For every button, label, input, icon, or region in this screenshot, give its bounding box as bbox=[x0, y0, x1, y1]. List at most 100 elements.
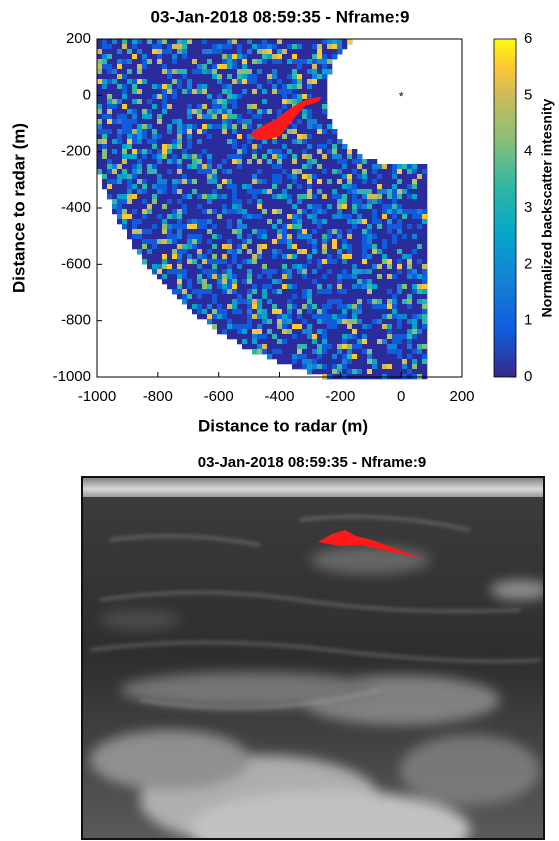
radar-speckle bbox=[312, 349, 317, 354]
radar-cell bbox=[412, 219, 417, 224]
radar-speckle bbox=[202, 259, 207, 264]
radar-speckle bbox=[417, 289, 422, 294]
radar-cell bbox=[327, 209, 332, 214]
radar-cell bbox=[352, 279, 357, 284]
radar-speckle bbox=[357, 204, 362, 209]
radar-cell bbox=[377, 329, 382, 334]
radar-speckle bbox=[412, 364, 417, 369]
radar-cell bbox=[337, 334, 342, 339]
radar-speckle bbox=[117, 84, 122, 89]
radar-cell bbox=[317, 119, 322, 124]
radar-speckle bbox=[312, 279, 317, 284]
radar-cell bbox=[312, 309, 317, 314]
radar-cell bbox=[422, 329, 427, 334]
radar-cell bbox=[282, 164, 287, 169]
radar-cell bbox=[142, 219, 147, 224]
radar-cell bbox=[157, 109, 162, 114]
radar-speckle bbox=[177, 159, 182, 164]
radar-cell bbox=[187, 264, 192, 269]
radar-speckle bbox=[127, 134, 132, 139]
radar-cell bbox=[412, 309, 417, 314]
radar-speckle bbox=[367, 349, 372, 354]
radar-speckle bbox=[342, 194, 347, 199]
radar-cell bbox=[147, 184, 152, 189]
radar-cell bbox=[152, 89, 157, 94]
radar-cell bbox=[237, 144, 242, 149]
radar-speckle bbox=[162, 149, 167, 154]
radar-cell bbox=[242, 304, 247, 309]
radar-cell bbox=[302, 189, 307, 194]
radar-cell bbox=[257, 149, 262, 154]
radar-speckle bbox=[302, 59, 307, 64]
radar-cell bbox=[177, 59, 182, 64]
radar-speckle bbox=[422, 284, 427, 289]
radar-speckle bbox=[247, 294, 252, 299]
radar-speckle bbox=[197, 164, 202, 169]
radar-speckle bbox=[172, 69, 177, 74]
radar-speckle bbox=[412, 274, 417, 279]
radar-speckle bbox=[302, 249, 307, 254]
radar-speckle bbox=[237, 119, 242, 124]
radar-cell bbox=[247, 229, 252, 234]
radar-speckle bbox=[332, 194, 337, 199]
radar-speckle bbox=[162, 49, 167, 54]
radar-speckle bbox=[232, 309, 237, 314]
radar-speckle bbox=[317, 164, 322, 169]
radar-cell bbox=[307, 64, 312, 69]
radar-cell bbox=[402, 219, 407, 224]
radar-speckle bbox=[137, 249, 142, 254]
radar-cell bbox=[347, 329, 352, 334]
radar-speckle bbox=[207, 229, 212, 234]
radar-cell bbox=[287, 179, 292, 184]
radar-cell bbox=[367, 309, 372, 314]
radar-cell bbox=[237, 194, 242, 199]
radar-cell bbox=[252, 324, 257, 329]
radar-cell bbox=[267, 309, 272, 314]
radar-cell bbox=[167, 194, 172, 199]
radar-cell bbox=[237, 84, 242, 89]
radar-speckle bbox=[307, 299, 312, 304]
radar-cell bbox=[172, 259, 177, 264]
radar-cell bbox=[242, 129, 247, 134]
radar-cell bbox=[222, 214, 227, 219]
radar-speckle bbox=[212, 274, 217, 279]
radar-cell bbox=[392, 354, 397, 359]
radar-speckle bbox=[272, 74, 277, 79]
radar-cell bbox=[312, 199, 317, 204]
radar-speckle bbox=[192, 244, 197, 249]
radar-speckle bbox=[327, 69, 332, 74]
radar-cell bbox=[317, 114, 322, 119]
radar-cell bbox=[172, 134, 177, 139]
radar-speckle bbox=[167, 214, 172, 219]
radar-speckle bbox=[327, 39, 332, 44]
radar-speckle bbox=[347, 189, 352, 194]
radar-speckle bbox=[262, 314, 267, 319]
radar-speckle bbox=[247, 309, 252, 314]
radar-cell bbox=[322, 269, 327, 274]
radar-cell bbox=[162, 194, 167, 199]
radar-cell bbox=[247, 224, 252, 229]
radar-speckle bbox=[222, 109, 227, 114]
radar-cell bbox=[312, 324, 317, 329]
radar-speckle bbox=[342, 164, 347, 169]
radar-speckle bbox=[347, 244, 352, 249]
radar-speckle bbox=[162, 64, 167, 69]
radar-speckle bbox=[242, 224, 247, 229]
radar-speckle bbox=[372, 234, 377, 239]
radar-speckle bbox=[102, 129, 107, 134]
radar-speckle bbox=[147, 204, 152, 209]
radar-speckle bbox=[277, 249, 282, 254]
radar-cell bbox=[187, 204, 192, 209]
radar-speckle bbox=[352, 224, 357, 229]
radar-speckle bbox=[342, 244, 347, 249]
radar-speckle bbox=[387, 344, 392, 349]
radar-cell bbox=[332, 204, 337, 209]
radar-speckle bbox=[412, 269, 417, 274]
radar-cell bbox=[132, 144, 137, 149]
radar-cell bbox=[127, 84, 132, 89]
radar-speckle bbox=[312, 79, 317, 84]
radar-cell bbox=[357, 359, 362, 364]
radar-cell bbox=[397, 304, 402, 309]
radar-cell bbox=[377, 229, 382, 234]
radar-cell bbox=[222, 69, 227, 74]
